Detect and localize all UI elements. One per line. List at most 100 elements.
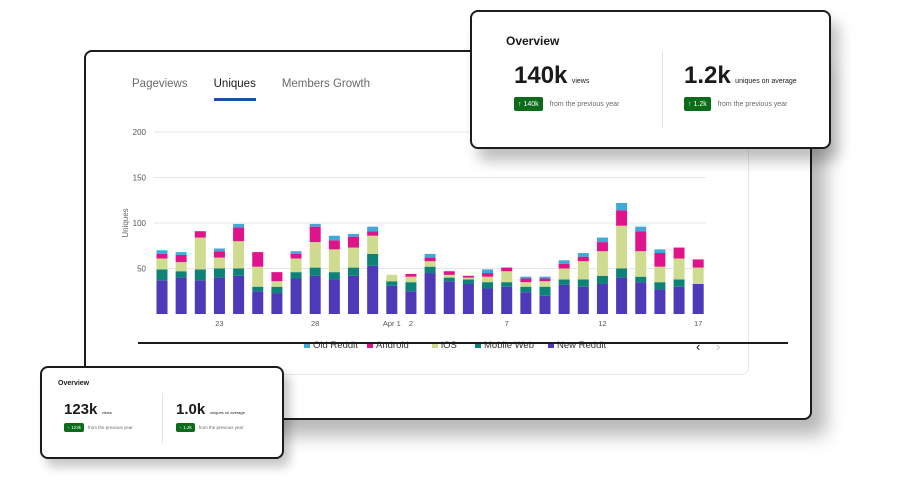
bar-segment-new-reddit [462, 283, 474, 314]
bar-segment-old-reddit [367, 226, 379, 232]
bar-segment-old-reddit [328, 235, 340, 241]
bar-segment-new-reddit [654, 289, 666, 314]
bar-segment-ios [213, 257, 225, 269]
tab-members-growth[interactable]: Members Growth [281, 78, 371, 90]
uniques-value: 1.2k [684, 62, 731, 89]
bar-segment-ios [520, 282, 532, 287]
bar-segment-new-reddit [558, 284, 570, 314]
y-tick-label: 200 [133, 128, 147, 137]
bar-segment-android [405, 273, 417, 277]
bar-segment-ios [194, 237, 206, 270]
bar-segment-android [233, 227, 245, 242]
uniques-change-badge: ↑ 1.2k [684, 97, 711, 111]
views-change: ↑ 140k from the previous year [514, 97, 619, 111]
bar-segment-new-reddit [539, 295, 551, 314]
bar-segment-new-reddit [482, 288, 494, 314]
bar-segment-old-reddit [635, 226, 647, 232]
bar-segment-mobile-web [462, 279, 474, 284]
views-value: 123k [64, 401, 98, 418]
bar-segment-new-reddit [424, 273, 436, 314]
bar-segment-mobile-web [175, 271, 187, 278]
chart-tabs: Pageviews Uniques Members Growth [132, 78, 370, 101]
bar-segment-android [673, 247, 685, 259]
bar-segment-new-reddit [501, 286, 513, 314]
bar-segment-android [424, 257, 436, 262]
tab-uniques[interactable]: Uniques [213, 78, 256, 101]
bar-segment-ios [558, 268, 570, 280]
bar-segment-mobile-web [271, 286, 283, 294]
bar-segment-mobile-web [290, 272, 302, 279]
uniques-change-badge: ↑ 1.2k [176, 423, 195, 432]
bar-segment-mobile-web [520, 286, 532, 293]
uniques-unit: uniques on average [735, 78, 797, 85]
bar-segment-android [692, 259, 704, 268]
bar-segment-android [635, 231, 647, 252]
x-tick-label: 7 [505, 319, 509, 328]
arrow-up-icon: ↑ [179, 425, 182, 430]
chart-panel [114, 96, 749, 375]
tab-pageviews[interactable]: Pageviews [132, 78, 188, 90]
bar-segment-new-reddit [252, 291, 264, 314]
bar-segment-ios [635, 251, 647, 277]
bar-segment-android [539, 278, 551, 282]
bar-segment-mobile-web [596, 275, 608, 284]
bar-segment-new-reddit [577, 286, 589, 314]
bar-segment-android [213, 251, 225, 258]
bar-segment-old-reddit [558, 260, 570, 264]
uniques-change-note: from the previous year [198, 425, 244, 430]
bar-segment-mobile-web [673, 279, 685, 287]
next-page-button[interactable]: › [716, 339, 721, 354]
bar-segment-android [175, 254, 187, 263]
bar-segment-new-reddit [405, 291, 417, 314]
bar-segment-ios [424, 261, 436, 267]
views-unit: views [101, 410, 112, 415]
bar-segment-ios [673, 258, 685, 280]
bar-segment-android [462, 275, 474, 278]
bar-segment-android [558, 263, 570, 269]
bar-segment-ios [482, 276, 494, 283]
y-tick-label: 100 [133, 219, 147, 228]
bar-segment-new-reddit [386, 285, 398, 314]
legend-label: iOS [441, 340, 457, 351]
views-change-note: from the previous year [88, 425, 133, 430]
overview-card-large: Overview 140k views ↑ 140k from the prev… [470, 10, 831, 149]
bar-segment-mobile-web [233, 268, 245, 276]
uniques-change: ↑ 1.2k from the previous year [176, 423, 244, 432]
views-change-note: from the previous year [549, 100, 620, 108]
prev-page-button[interactable]: ‹ [696, 339, 701, 354]
bar-segment-ios [175, 262, 187, 272]
bar-segment-ios [309, 242, 321, 268]
bar-segment-old-reddit [520, 276, 532, 279]
legend-label: Mobile Web [484, 340, 534, 351]
bar-segment-mobile-web [539, 286, 551, 296]
bar-segment-mobile-web [156, 269, 168, 281]
bar-segment-ios [386, 274, 398, 282]
arrow-up-icon: ↑ [688, 100, 692, 108]
bar-segment-mobile-web [405, 282, 417, 292]
bar-segment-android [520, 278, 532, 283]
bar-segment-new-reddit [367, 265, 379, 314]
bar-segment-android [443, 271, 455, 275]
bar-segment-ios [367, 235, 379, 254]
bar-segment-old-reddit [213, 248, 225, 252]
bar-segment-new-reddit [443, 281, 455, 314]
bar-segment-android [348, 236, 359, 248]
views-value: 140k [514, 62, 568, 89]
uniques-change-note: from the previous year [717, 100, 788, 108]
bar-segment-ios [616, 225, 628, 269]
bar-segment-android [596, 242, 608, 252]
x-tick-label: 17 [694, 319, 702, 328]
bar-segment-new-reddit [596, 283, 608, 314]
bar-segment-ios [577, 261, 589, 280]
legend-label: Android [376, 340, 409, 351]
bar-segment-mobile-web [635, 276, 647, 283]
bar-segment-old-reddit [290, 251, 302, 254]
bar-segment-new-reddit [194, 280, 206, 314]
views-change-value: 140k [523, 100, 539, 108]
bar-segment-android [482, 273, 494, 277]
x-tick-label: 28 [311, 319, 319, 328]
bar-segment-ios [290, 258, 302, 273]
overview-card-small: Overview 123k views ↑ 123k from the prev… [40, 366, 284, 459]
bar-segment-android [654, 253, 666, 267]
uniques-metric: 1.2k uniques on average [684, 62, 797, 90]
